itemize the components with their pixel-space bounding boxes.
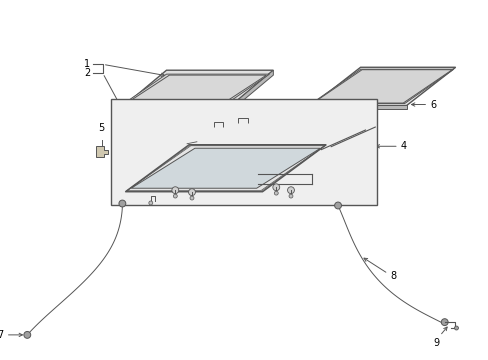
Text: 9: 9: [433, 338, 439, 348]
Polygon shape: [96, 146, 107, 157]
Circle shape: [440, 319, 447, 325]
Text: 8: 8: [389, 271, 395, 281]
Polygon shape: [311, 105, 406, 109]
Text: 6: 6: [429, 99, 435, 109]
Circle shape: [171, 187, 179, 194]
Bar: [110, 99, 376, 204]
Polygon shape: [219, 70, 273, 120]
Polygon shape: [220, 113, 285, 123]
Text: 2: 2: [83, 68, 90, 78]
Circle shape: [119, 200, 125, 207]
Text: 7: 7: [0, 330, 4, 340]
Circle shape: [188, 189, 195, 195]
Circle shape: [148, 201, 152, 205]
Text: 3: 3: [293, 119, 300, 129]
Polygon shape: [220, 123, 264, 127]
Circle shape: [334, 202, 341, 209]
Circle shape: [274, 191, 278, 195]
Circle shape: [24, 332, 31, 338]
Circle shape: [272, 184, 279, 191]
Polygon shape: [311, 67, 455, 105]
Circle shape: [453, 326, 457, 330]
Polygon shape: [125, 145, 325, 192]
Polygon shape: [112, 74, 269, 111]
Polygon shape: [112, 70, 273, 115]
Circle shape: [190, 196, 194, 200]
Text: 5: 5: [98, 123, 104, 133]
Circle shape: [288, 194, 292, 198]
Text: 4: 4: [400, 141, 406, 151]
Polygon shape: [311, 69, 453, 104]
Circle shape: [287, 187, 294, 194]
Polygon shape: [112, 115, 219, 120]
Polygon shape: [131, 148, 320, 188]
Circle shape: [173, 194, 177, 198]
Text: 1: 1: [84, 59, 90, 69]
